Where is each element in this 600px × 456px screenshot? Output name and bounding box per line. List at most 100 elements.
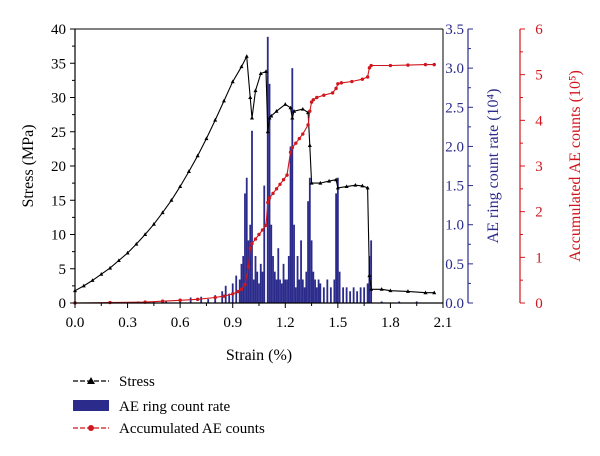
ae-accum-tick-label: 6 [535, 22, 543, 38]
accumulated-point [369, 63, 373, 68]
axes: Strain (%) Stress (MPa) AE ring count ra… [20, 22, 584, 364]
ae-rate-bar [326, 279, 329, 303]
ae-rate-bar [221, 291, 224, 303]
stress-tick-label: 15 [51, 193, 66, 209]
ae-rate-bar [268, 83, 271, 303]
ae-rate-bar [301, 279, 304, 303]
ae-rate-bar [349, 291, 352, 303]
stress-point [405, 289, 410, 293]
ae-rate-bar [254, 256, 257, 303]
x-tick-label: 0.0 [66, 315, 85, 331]
ae-rate-bar [310, 240, 313, 303]
accumulated-point [322, 93, 326, 97]
ae-rate-bar [336, 177, 339, 303]
stress-tick-label: 10 [51, 228, 66, 244]
ae-rate-bar [300, 240, 302, 303]
accumulated-point [406, 63, 410, 67]
ae-rate-bar [238, 279, 241, 303]
ae-rate-bar [284, 279, 287, 303]
ae-rate-bar [240, 263, 243, 303]
x-tick-label: 0.9 [223, 315, 242, 331]
accumulated-point [239, 287, 244, 291]
stress-point [253, 88, 258, 93]
accumulated-point [339, 81, 344, 85]
ae-rate-tick-label: 0.0 [445, 296, 464, 312]
stress-point [116, 258, 121, 263]
ae-rate-bar [303, 287, 306, 303]
stress-point [108, 265, 113, 270]
stress-point [125, 250, 130, 255]
stress-point [99, 272, 104, 276]
ae-rate-bar [359, 287, 362, 303]
stress-point [160, 210, 165, 215]
legend-marker-accumulated [88, 425, 94, 431]
ae-rate-bar [296, 256, 299, 303]
ae-rate-bar [270, 224, 273, 303]
stress-point [221, 98, 226, 103]
stress-point [365, 185, 370, 190]
stress-series [73, 54, 437, 295]
accumulated-point [236, 289, 240, 294]
accumulated-point [246, 264, 251, 269]
ae-rate-bar [224, 285, 227, 303]
ae-rate-bar [165, 300, 168, 303]
ae-rate-bar [258, 283, 260, 303]
accumulated-point [267, 196, 272, 200]
stress-point [290, 115, 295, 120]
ae-rate-bar [356, 291, 359, 303]
accumulated-point [336, 82, 340, 86]
stress-point [204, 136, 209, 141]
stress-point [134, 241, 139, 246]
x-tick-label: 1.2 [276, 315, 295, 331]
ae-rate-bar [252, 279, 255, 303]
legend: Stress AE ring count rate Accumulated AE… [73, 374, 265, 437]
ae-rate-tick-label: 3.0 [445, 61, 464, 77]
stress-point [335, 185, 340, 190]
accumulated-point [257, 232, 261, 237]
ae-rate-bar [307, 201, 309, 303]
ae-rate-bar [380, 301, 383, 303]
legend-label-stress: Stress [119, 374, 155, 390]
stress-point [248, 95, 253, 99]
accumulated-point [248, 246, 252, 250]
ae-rate-bar [298, 279, 301, 303]
ae-rate-bar [314, 279, 316, 303]
accumulated-point [160, 299, 165, 303]
stress-point [244, 54, 249, 58]
ae-rate-bar [294, 287, 297, 303]
ae-rate-bar [319, 283, 322, 303]
stress-point [334, 177, 339, 182]
stress-point [264, 69, 269, 73]
ae-rate-bar [282, 263, 285, 303]
accumulated-point [243, 283, 247, 287]
ae-rate-bar [305, 271, 308, 303]
stress-point [213, 117, 218, 122]
accumulated-point [360, 77, 365, 81]
stress-tick-label: 25 [51, 125, 66, 141]
ae-rate-bar [345, 287, 348, 303]
stress-point [388, 288, 393, 293]
ae-rate-bar [363, 287, 366, 303]
stress-point [367, 273, 372, 278]
ae-rate-bar [308, 177, 311, 303]
y-axis-label-ae-accumulated: Accumulated AE counts (10⁵) [567, 70, 584, 262]
ae-rate-bar [251, 130, 253, 303]
accumulated-point [290, 146, 294, 150]
ae-rate-tick-label: 2.0 [445, 139, 464, 155]
ae-rate-bar [277, 248, 280, 303]
stress-tick-label: 20 [51, 159, 66, 175]
ae-rate-bar [338, 271, 341, 303]
stress-point [151, 222, 156, 226]
stress-point [369, 287, 374, 291]
accumulated-point [274, 187, 279, 191]
ae-rate-bar [259, 263, 262, 303]
ae-rate-bar [200, 296, 203, 303]
accumulated-point [266, 200, 270, 205]
stress-point [327, 178, 332, 183]
stress-point [307, 143, 312, 147]
legend-marker-stress [87, 377, 95, 384]
ae-rate-bar [235, 275, 238, 303]
stress-point [143, 232, 148, 236]
accumulated-point [365, 75, 370, 79]
